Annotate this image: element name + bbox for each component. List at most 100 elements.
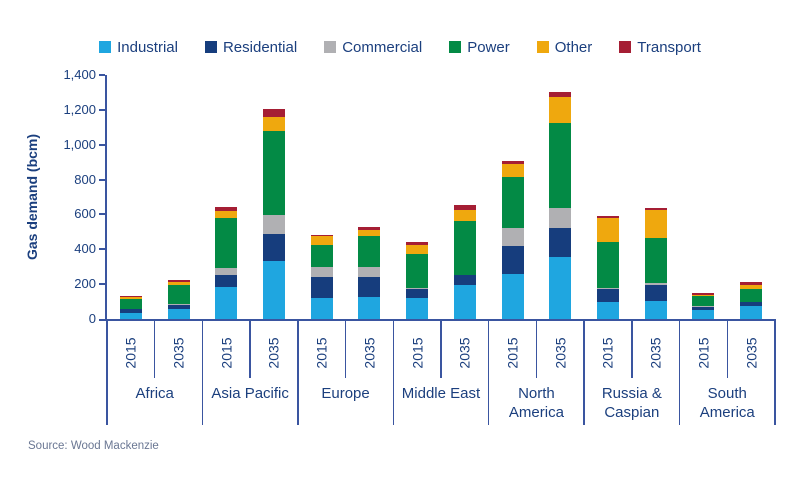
- bar-segment-south-america-2035-commercial: [740, 301, 763, 303]
- year-separator-line: [726, 319, 729, 378]
- y-axis-line: [105, 75, 107, 321]
- bar-segment-middle-east-2015-other: [406, 244, 429, 254]
- bar-europe-2035: [358, 226, 381, 319]
- region-label-europe: Europe: [321, 385, 370, 402]
- bar-segment-europe-2035-other: [358, 230, 381, 237]
- y-tick-mark: [99, 143, 105, 146]
- legend-label-residential: Residential: [222, 38, 298, 56]
- year-label: 2035: [552, 337, 569, 369]
- bar-segment-europe-2035-transport: [358, 226, 381, 231]
- year-label: 2015: [122, 337, 139, 369]
- region-label-south-america: South America: [699, 385, 755, 421]
- legend: Industrial Residential Commercial Power Othe…: [0, 36, 800, 58]
- bar-segment-russia-caspian-2015-other: [597, 217, 619, 243]
- bar-segment-africa-2015-transport: [119, 296, 142, 298]
- group-separator-line: [392, 319, 395, 425]
- bar-segment-north-america-2035-transport: [549, 92, 572, 97]
- year-label: 2015: [504, 337, 521, 369]
- bar-segment-asia-pacific-2035-power: [263, 130, 285, 216]
- legend-item-commercial: Commercial: [324, 39, 422, 56]
- bar-segment-russia-caspian-2035-power: [644, 237, 667, 284]
- group-separator-line: [487, 319, 490, 425]
- bar-segment-north-america-2035-residential: [549, 227, 572, 258]
- legend-swatch-icon-power: [449, 41, 462, 53]
- x-axis-line: [99, 319, 775, 321]
- year-separator-line: [344, 319, 347, 378]
- legend-label-transport: Transport: [637, 38, 701, 56]
- bar-segment-africa-2015-commercial: [119, 308, 142, 310]
- y-tick-mark: [99, 213, 105, 216]
- bar-segment-south-america-2015-other: [692, 294, 715, 297]
- bar-segment-middle-east-2035-transport: [453, 204, 476, 211]
- bar-segment-middle-east-2035-residential: [453, 275, 476, 285]
- x-label-africa-2035: 2035: [155, 323, 203, 379]
- y-tick-label: 800: [74, 171, 96, 187]
- bar-segment-europe-2015-transport: [310, 235, 333, 237]
- year-label: 2035: [456, 337, 473, 369]
- bar-segment-middle-east-2015-residential: [406, 288, 429, 299]
- bar-segment-north-america-2015-transport: [501, 161, 524, 164]
- x-label-south-america-2035: 2035: [727, 323, 775, 379]
- bar-segment-south-america-2035-other: [740, 285, 763, 290]
- y-tick-mark: [99, 178, 105, 181]
- bar-segment-asia-pacific-2035-commercial: [263, 215, 285, 235]
- y-tick-label: 400: [74, 241, 96, 257]
- bar-segment-europe-2035-commercial: [358, 266, 381, 278]
- bar-segment-asia-pacific-2035-industrial: [263, 261, 285, 319]
- legend-item-other: Other: [536, 39, 592, 56]
- year-separator-line: [153, 319, 156, 378]
- bar-segment-north-america-2035-industrial: [549, 257, 572, 319]
- bar-segment-middle-east-2015-power: [406, 253, 429, 288]
- bar-segment-europe-2035-power: [358, 236, 381, 267]
- x-label-europe-2015: 2015: [298, 323, 346, 379]
- bar-segment-south-america-2035-transport: [740, 281, 763, 286]
- year-label: 2035: [170, 337, 187, 369]
- y-tick-label: 1,200: [63, 101, 96, 117]
- bar-segment-north-america-2015-residential: [501, 245, 524, 274]
- x-label-asia-pacific-2015: 2015: [202, 323, 250, 379]
- bar-segment-north-america-2015-commercial: [501, 228, 524, 246]
- year-label: 2015: [409, 337, 426, 369]
- bar-segment-russia-caspian-2035-commercial: [644, 283, 667, 285]
- bar-segment-north-america-2015-power: [501, 176, 524, 229]
- bar-segment-europe-2015-power: [310, 244, 333, 267]
- y-tick-label: 200: [74, 276, 96, 292]
- bar-segment-south-america-2015-industrial: [692, 310, 715, 319]
- bar-russia-caspian-2035: [644, 208, 667, 319]
- legend-swatch-icon-transport: [619, 41, 632, 53]
- bar-segment-russia-caspian-2035-residential: [644, 285, 667, 301]
- bar-segment-russia-caspian-2015-power: [597, 242, 619, 288]
- bar-segment-europe-2015-industrial: [310, 298, 333, 319]
- region-label-africa: Africa: [135, 385, 174, 402]
- bar-segment-south-america-2015-power: [692, 296, 715, 306]
- bar-segment-africa-2035-commercial: [167, 304, 190, 306]
- bar-segment-south-america-2035-residential: [740, 302, 763, 306]
- year-label: 2015: [218, 337, 235, 369]
- y-tick-label: 600: [74, 206, 96, 222]
- bar-segment-south-america-2015-commercial: [692, 305, 715, 307]
- bar-segment-europe-2035-residential: [358, 277, 381, 298]
- bar-africa-2015: [119, 296, 142, 319]
- bar-segment-asia-pacific-2035-transport: [263, 109, 285, 117]
- bar-segment-africa-2015-residential: [119, 309, 142, 313]
- bar-segment-middle-east-2015-industrial: [406, 298, 429, 319]
- bar-segment-russia-caspian-2035-transport: [644, 208, 667, 211]
- x-label-middle-east-2015: 2015: [393, 323, 441, 379]
- bar-russia-caspian-2015: [597, 216, 619, 319]
- bar-south-america-2035: [740, 281, 763, 319]
- legend-label-commercial: Commercial: [342, 38, 423, 56]
- bar-africa-2035: [167, 279, 190, 319]
- bar-segment-middle-east-2015-transport: [406, 242, 429, 245]
- y-tick-mark: [99, 283, 105, 286]
- bar-segment-north-america-2035-commercial: [549, 208, 572, 228]
- bar-segment-middle-east-2015-commercial: [406, 287, 429, 289]
- y-tick-label: 0: [88, 311, 96, 326]
- region-label-russia-caspian: Russia & Caspian: [601, 385, 662, 421]
- legend-item-industrial: Industrial: [99, 39, 178, 56]
- group-separator-line: [583, 319, 585, 425]
- bar-segment-russia-caspian-2015-residential: [597, 288, 619, 302]
- x-label-europe-2035: 2035: [346, 323, 394, 379]
- bar-segment-asia-pacific-2015-residential: [215, 275, 238, 287]
- x-label-north-america-2035: 2035: [536, 323, 584, 379]
- year-separator-line: [631, 319, 633, 378]
